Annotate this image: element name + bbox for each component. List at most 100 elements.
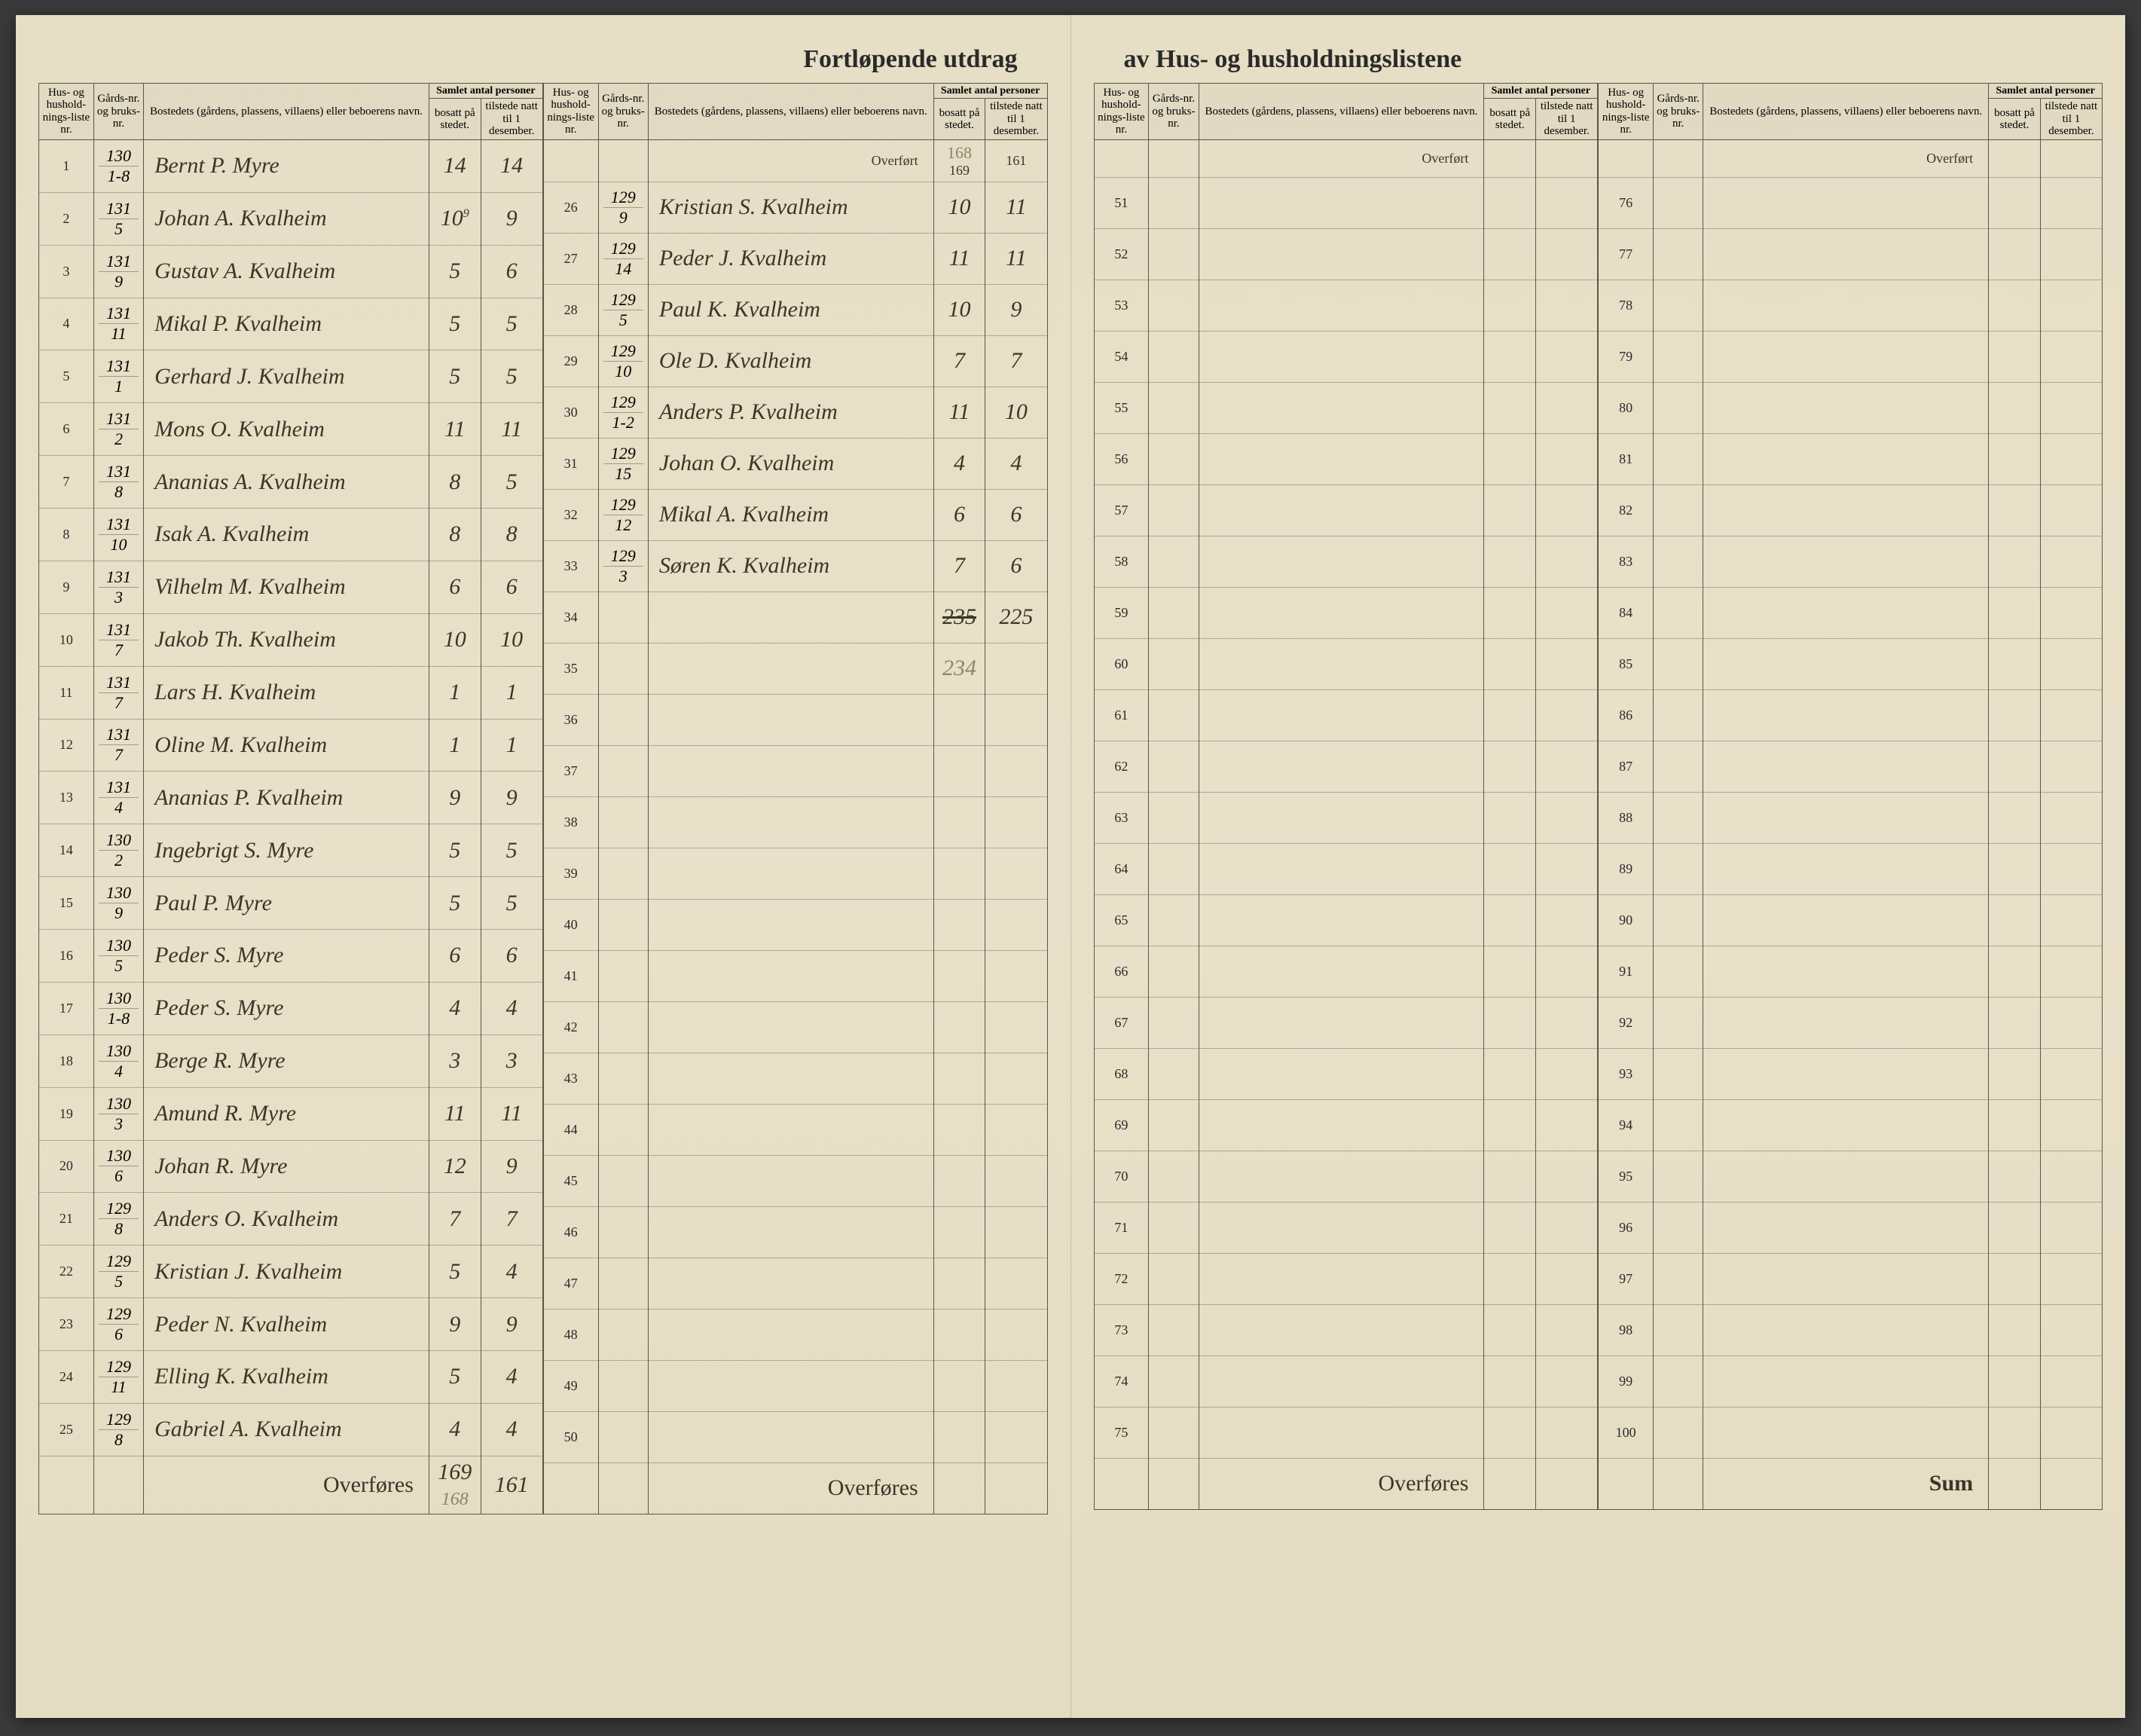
row-number: 74 [1094,1355,1149,1407]
bosatt-count: 4 [429,982,481,1035]
table-row: 121317Oline M. Kvalheim11 [39,719,543,772]
row-number: 2 [39,192,94,245]
gard-nr: 1318 [93,456,143,509]
resident-name: Anders O. Kvalheim [144,1193,429,1245]
row-number: 97 [1599,1253,1654,1304]
row-number: 15 [39,877,94,930]
gard-nr: 1295 [93,1245,143,1298]
bosatt-count: 5 [429,824,481,877]
row-number: 45 [543,1155,598,1206]
row-number: 12 [39,719,94,772]
bosatt-count: 7 [933,540,985,591]
tilstede-count: 10 [985,387,1047,438]
table-row: 251298Gabriel A. Kvalheim44 [39,1403,543,1456]
pencil-total: 234 [933,643,985,694]
row-number: 99 [1599,1355,1654,1407]
table-row: 181304Berge R. Myre33 [39,1035,543,1087]
row-number: 21 [39,1193,94,1245]
overfort-label: Overført [1703,139,1989,177]
row-number: 53 [1094,280,1149,331]
table-row: 2912910Ole D. Kvalheim77 [543,335,1047,387]
table-row-empty: 89 [1599,843,2103,894]
gard-nr: 1298 [93,1193,143,1245]
bosatt-count: 10 [429,613,481,666]
row-number: 85 [1599,638,1654,689]
tilstede-count: 11 [481,403,542,456]
table-row-empty: 64 [1094,843,1598,894]
right-tables: Hus- og hushold-nings-liste nr. Gårds-nr… [1094,83,2103,1510]
gard-nr: 1306 [93,1140,143,1193]
table-row: 111317Lars H. Kvalheim11 [39,666,543,719]
row-number: 48 [543,1309,598,1360]
block1-sum-tilstede: 161 [481,1456,542,1514]
row-number: 32 [543,489,598,540]
hdr-tilstede: tilstede natt til 1 desember. [481,99,542,140]
row-number: 56 [1094,433,1149,484]
ledger-block-4: Hus- og hushold-nings-liste nr. Gårds-nr… [1598,83,2103,1510]
resident-name: Kristian J. Kvalheim [144,1245,429,1298]
block1-footer: Overføres 169 168 161 [39,1456,543,1514]
bosatt-count: 5 [429,350,481,403]
row-number: 71 [1094,1202,1149,1253]
resident-name: Mikal P. Kvalheim [144,298,429,350]
table-row-empty: 43 [543,1053,1047,1104]
row-number: 36 [543,694,598,745]
row-number: 61 [1094,689,1149,741]
row-number: 26 [543,182,598,233]
table-row-empty: 73 [1094,1304,1598,1355]
title-left: Fortløpende utdrag [38,45,1048,74]
table-row-empty: 97 [1599,1253,2103,1304]
table-row-empty: 39 [543,848,1047,899]
table-row-empty: 78 [1599,280,2103,331]
table-row: 171301-8Peder S. Myre44 [39,982,543,1035]
overfort-bosatt [1484,139,1536,177]
gard-nr: 13111 [93,298,143,350]
table-row: 31319Gustav A. Kvalheim56 [39,245,543,298]
right-page: av Hus- og husholdningslistene Hus- og h… [1071,15,2126,1718]
table-row-empty: 66 [1094,946,1598,997]
table-row-empty: 51 [1094,177,1598,228]
gard-nr: 1298 [93,1403,143,1456]
resident-name: Anders P. Kvalheim [648,387,933,438]
row-number: 16 [39,930,94,983]
overfort-label: Overført [1199,139,1484,177]
ledger-block-2: Hus- og hushold-nings-liste nr. Gårds-nr… [543,83,1048,1514]
subtotal-tilstede: 225 [985,591,1047,643]
resident-name: Peder S. Myre [144,930,429,983]
row-number: 72 [1094,1253,1149,1304]
gard-nr: 1304 [93,1035,143,1087]
tilstede-count: 4 [481,1351,542,1404]
gard-nr: 1303 [93,1087,143,1140]
hdr-liste: Hus- og hushold-nings-liste nr. [39,84,94,140]
row-number: 44 [543,1104,598,1155]
resident-name: Lars H. Kvalheim [144,666,429,719]
row-number: 5 [39,350,94,403]
table-row-empty: 56 [1094,433,1598,484]
gard-nr: 1319 [93,245,143,298]
row-number: 58 [1094,536,1149,587]
gard-nr: 1305 [93,930,143,983]
bosatt-count: 4 [933,438,985,489]
overfort-bosatt: 168169 [933,139,985,182]
left-tables: Hus- og hushold-nings-liste nr. Gårds-nr… [38,83,1048,1514]
row-number: 88 [1599,792,1654,843]
table-row-empty: 86 [1599,689,2103,741]
row-number: 23 [39,1298,94,1351]
block2-pencil-row: 35234 [543,643,1047,694]
header-block-1: Hus- og hushold-nings-liste nr. Gårds-nr… [39,84,543,140]
resident-name: Isak A. Kvalheim [144,509,429,561]
bosatt-count: 10 [933,284,985,335]
gard-nr: 1291-2 [598,387,648,438]
hdr-liste-2: Hus- og hushold-nings-liste nr. [543,84,598,140]
table-row-empty: 82 [1599,484,2103,536]
row-number: 98 [1599,1304,1654,1355]
row-number: 14 [39,824,94,877]
tilstede-count: 10 [481,613,542,666]
resident-name: Kristian S. Kvalheim [648,182,933,233]
row-number: 69 [1094,1099,1149,1151]
resident-name: Johan O. Kvalheim [648,438,933,489]
table-row-empty: 57 [1094,484,1598,536]
overfort-bosatt [1989,139,2041,177]
row-number: 38 [543,796,598,848]
row-number: 29 [543,335,598,387]
